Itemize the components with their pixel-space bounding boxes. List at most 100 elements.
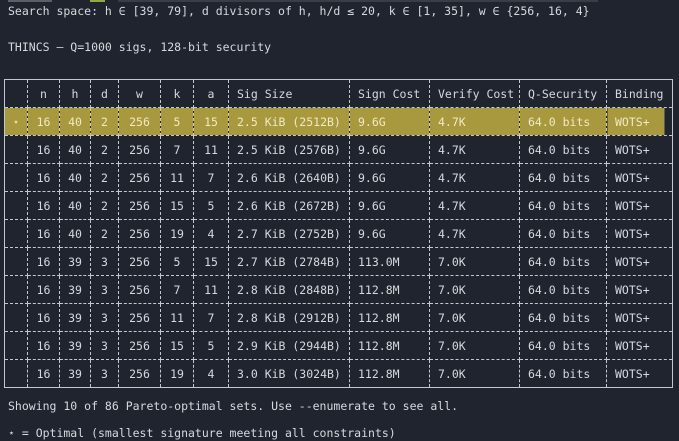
table-cell: 64.0 bits [519,303,607,332]
table-cell: 9.6G [349,135,430,164]
table-cell: WOTS+ [606,275,673,304]
table-cell: 256 [118,135,161,164]
table-cell: 256 [118,191,161,220]
table-cell: 39 [59,331,91,360]
table-cell: 64.0 bits [519,107,607,136]
table-cell: 64.0 bits [519,163,607,192]
table-cell: 2 [90,163,119,192]
table-cell: 256 [118,163,161,192]
table-cell: 9.6G [349,163,430,192]
table-cell: 40 [59,107,91,136]
table-cell: 40 [59,219,91,248]
table-row: 16 39 3 256 7 11 2.8 KiB (2848B) 112.8M 7.0K 64.0… [4,275,673,304]
table-row: 16 39 3 256 15 5 2.9 KiB (2944B) 112.8M 7.0K 64.0… [4,331,673,360]
table-cell: 11 [193,135,229,164]
table-cell: 7.0K [429,303,520,332]
column-header: Verify Cost [429,79,520,108]
table-cell: 7 [160,275,194,304]
table-cell: 39 [59,303,91,332]
table-cell: 7 [160,135,194,164]
clipped-green-fragment [90,0,105,2]
table-cell: 112.8M [349,275,430,304]
table-cell: 2.8 KiB (2912B) [228,303,350,332]
table-cell: 2 [90,107,119,136]
table-cell: 11 [193,275,229,304]
table-cell: 2.7 KiB (2752B) [228,219,350,248]
optimal-marker-cell [4,359,28,388]
column-header: Sig Size [228,79,350,108]
table-cell: WOTS+ [606,247,673,276]
column-header: Binding [606,79,673,108]
table-cell: 39 [59,275,91,304]
column-header: n [27,79,60,108]
table-cell: 16 [27,219,60,248]
table-cell: WOTS+ [606,331,673,360]
table-cell: 40 [59,163,91,192]
table-cell: 9.6G [349,107,430,136]
table-cell: 2.5 KiB (2576B) [228,135,350,164]
column-header: Q-Security [519,79,607,108]
table-cell: 4.7K [429,163,520,192]
optimal-marker-cell: ⋆ [4,107,28,136]
column-header: a [193,79,229,108]
table-cell: 7.0K [429,331,520,360]
table-cell: 256 [118,107,161,136]
table-cell: 2.6 KiB (2672B) [228,191,350,220]
table-cell: 4 [193,219,229,248]
column-header: d [90,79,119,108]
optimal-marker-cell [4,331,28,360]
table-cell: 15 [160,191,194,220]
optimal-row: ⋆ 16 40 2 256 5 15 2.5 KiB (2512B) 9.6G 4.7K 64.0 … [4,107,673,136]
table-cell: 7.0K [429,247,520,276]
table-cell: 39 [59,359,91,388]
optimal-marker-cell [4,135,28,164]
table-cell: 256 [118,219,161,248]
table-cell: 16 [27,359,60,388]
table-cell: 16 [27,135,60,164]
table-row: 16 40 2 256 7 11 2.5 KiB (2576B) 9.6G 4.7K 64.0 b… [4,135,673,164]
pareto-table: n h d w k a Sig Size Sign Cost Verify Cost Q-Secu… [4,79,673,388]
table-cell: 40 [59,135,91,164]
table-cell: 15 [193,247,229,276]
table-cell: 256 [118,275,161,304]
table-cell: 64.0 bits [519,275,607,304]
table-cell: 16 [27,107,60,136]
table-cell: 7.0K [429,359,520,388]
clipped-text-fragment [118,0,598,2]
column-header: w [118,79,161,108]
table-cell: 19 [160,359,194,388]
optimal-marker-cell [4,219,28,248]
optimal-marker-cell [4,247,28,276]
table-cell: 3 [90,247,119,276]
table-cell: WOTS+ [606,359,673,388]
table-cell: 4.7K [429,219,520,248]
table-cell: 2 [90,219,119,248]
table-cell: WOTS+ [606,219,673,248]
table-cell: 5 [193,331,229,360]
table-cell: 4 [193,359,229,388]
table-cell: 256 [118,359,161,388]
table-cell: 112.8M [349,303,430,332]
table-cell: 3.0 KiB (3024B) [228,359,350,388]
table-cell: 16 [27,163,60,192]
table-cell: 2.5 KiB (2512B) [228,107,350,136]
clipped-text-fragment [8,0,52,2]
table-cell: 5 [160,107,194,136]
title-line: THINCS — Q=1000 sigs, 128-bit security [8,40,272,54]
optimal-marker-cell [4,191,28,220]
column-header: h [59,79,91,108]
table-cell: 9.6G [349,219,430,248]
table-cell: 64.0 bits [519,331,607,360]
table-cell: 2.7 KiB (2784B) [228,247,350,276]
column-header [4,79,28,108]
table-cell: 16 [27,275,60,304]
table-cell: 256 [118,303,161,332]
table-cell: 256 [118,247,161,276]
table-cell: 3 [90,275,119,304]
table-cell: 15 [193,107,229,136]
table-cell: 16 [27,303,60,332]
table-cell: 4.7K [429,191,520,220]
table-cell: 3 [90,303,119,332]
table-cell: 5 [193,191,229,220]
table-cell: 40 [59,191,91,220]
